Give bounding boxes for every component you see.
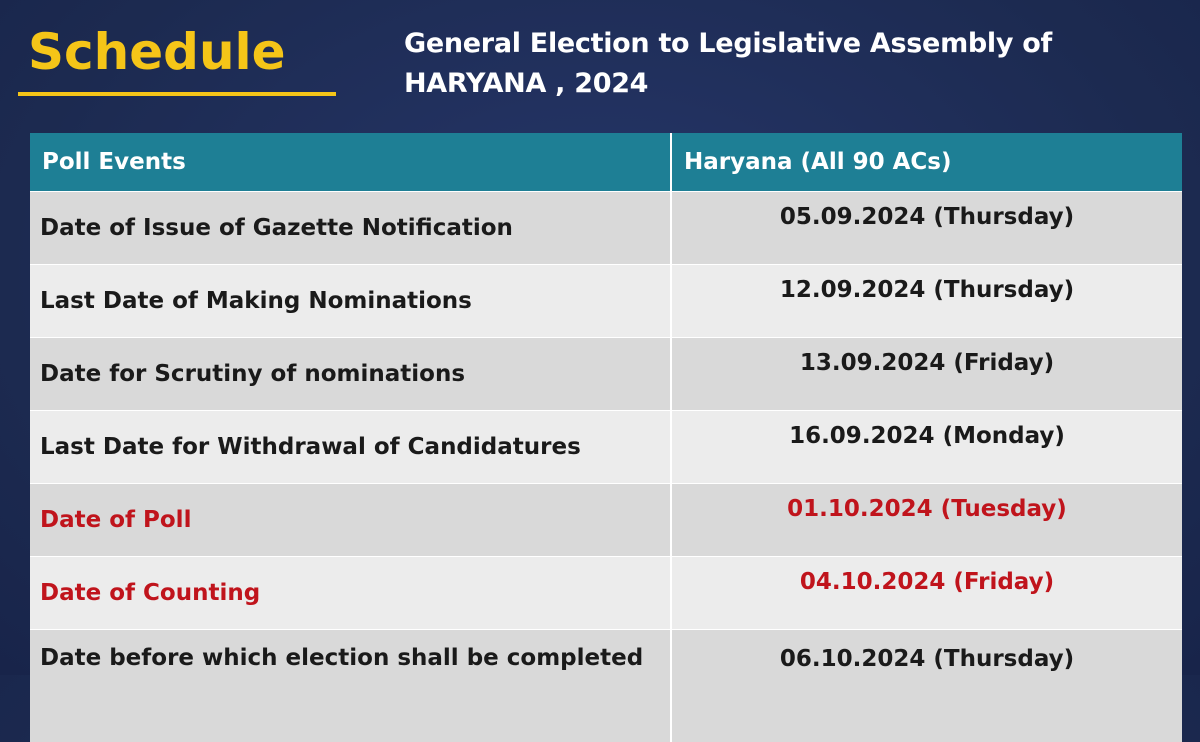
- date-cell: 16.09.2024 (Monday): [671, 411, 1182, 484]
- table-row: Date of Poll 01.10.2024 (Tuesday): [30, 484, 1182, 557]
- subtitle-line-2: HARYANA , 2024: [404, 64, 1164, 104]
- schedule-table-container: Poll Events Haryana (All 90 ACs) Date of…: [30, 133, 1182, 650]
- slide-subtitle: General Election to Legislative Assembly…: [404, 24, 1164, 104]
- table-row: Last Date for Withdrawal of Candidatures…: [30, 411, 1182, 484]
- subtitle-line-1: General Election to Legislative Assembly…: [404, 24, 1164, 64]
- date-cell: 13.09.2024 (Friday): [671, 338, 1182, 411]
- table-row: Date before which election shall be comp…: [30, 630, 1182, 742]
- date-cell: 12.09.2024 (Thursday): [671, 265, 1182, 338]
- date-cell: 06.10.2024 (Thursday): [671, 630, 1182, 742]
- event-cell: Last Date of Making Nominations: [30, 265, 671, 338]
- slide-title: Schedule: [28, 22, 286, 82]
- event-cell: Date for Scrutiny of nominations: [30, 338, 671, 411]
- schedule-table: Poll Events Haryana (All 90 ACs) Date of…: [30, 133, 1182, 742]
- table-row: Date of Counting 04.10.2024 (Friday): [30, 557, 1182, 630]
- date-cell: 04.10.2024 (Friday): [671, 557, 1182, 630]
- event-cell: Date before which election shall be comp…: [30, 630, 671, 742]
- date-cell: 01.10.2024 (Tuesday): [671, 484, 1182, 557]
- column-header-haryana: Haryana (All 90 ACs): [671, 133, 1182, 192]
- title-underline: [18, 92, 336, 96]
- table-row: Date for Scrutiny of nominations 13.09.2…: [30, 338, 1182, 411]
- event-cell: Date of Poll: [30, 484, 671, 557]
- table-row: Last Date of Making Nominations 12.09.20…: [30, 265, 1182, 338]
- table-header-row: Poll Events Haryana (All 90 ACs): [30, 133, 1182, 192]
- date-cell: 05.09.2024 (Thursday): [671, 192, 1182, 265]
- event-cell: Last Date for Withdrawal of Candidatures: [30, 411, 671, 484]
- column-header-poll-events: Poll Events: [30, 133, 671, 192]
- event-cell: Date of Issue of Gazette Notification: [30, 192, 671, 265]
- table-row: Date of Issue of Gazette Notification 05…: [30, 192, 1182, 265]
- event-cell: Date of Counting: [30, 557, 671, 630]
